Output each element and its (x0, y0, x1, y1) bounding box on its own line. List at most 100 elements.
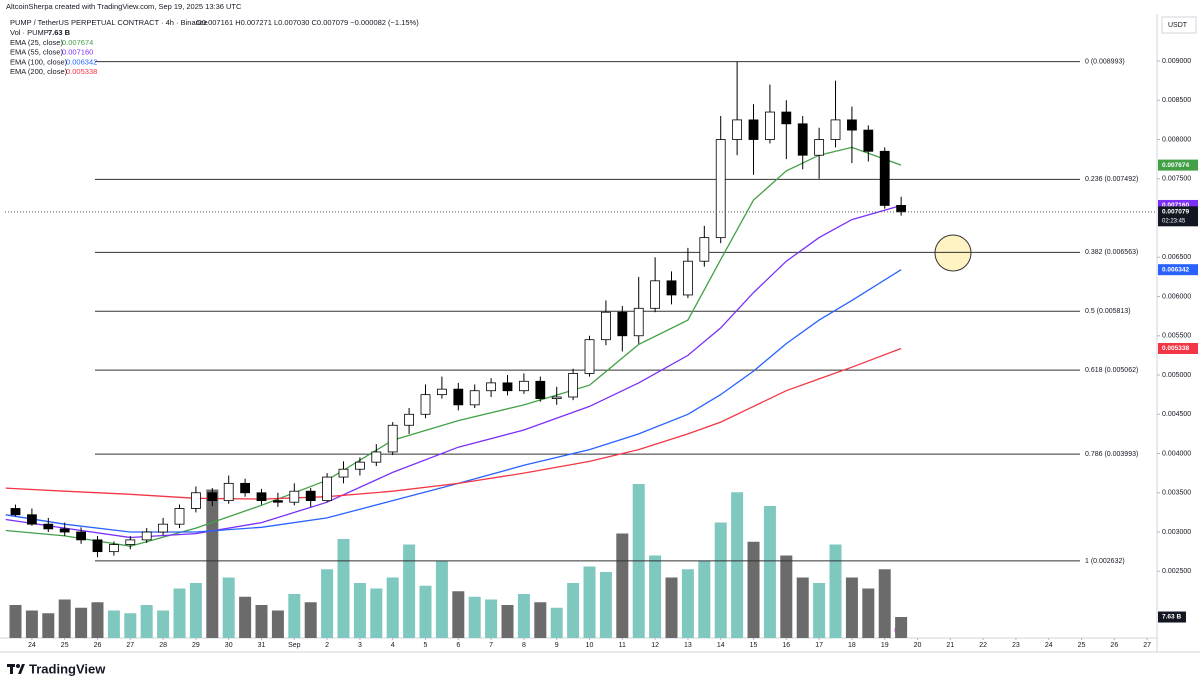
candle-body (289, 490, 300, 503)
last-price-badge (1158, 206, 1198, 227)
candle-body (896, 204, 907, 213)
candle-body (715, 139, 726, 239)
volume-bar (370, 588, 383, 638)
legend-value: 0.006342 (66, 57, 97, 66)
volume-badge-label: 7.63 B (1162, 614, 1181, 621)
candle-body (207, 492, 218, 502)
volume-bar (501, 605, 514, 638)
volume-bar (321, 569, 334, 638)
candle-body (305, 490, 316, 502)
x-tick-label: 5 (424, 642, 428, 649)
volume-bar (304, 602, 317, 638)
candle-body (322, 476, 333, 502)
candle-body (847, 119, 857, 131)
volume-bar (796, 577, 809, 638)
x-tick-label: 29 (192, 642, 200, 649)
ema-badge-label: 0.007160 (1162, 202, 1189, 209)
x-tick-label: 31 (258, 642, 266, 649)
candle-body (273, 500, 283, 503)
x-tick-label: 25 (61, 642, 69, 649)
volume-bar (550, 607, 563, 638)
x-tick-label: 30 (225, 642, 233, 649)
volume-bar (271, 610, 284, 638)
volume-bar (583, 566, 596, 638)
x-tick-label: 25 (1078, 642, 1086, 649)
candle-body (601, 311, 611, 341)
y-tick-label: 0.007500 (1162, 176, 1191, 183)
candle-body (650, 280, 661, 309)
ema-badge (1158, 264, 1198, 276)
volume-bar (468, 596, 481, 638)
volume-bar (485, 599, 498, 638)
x-tick-label: 15 (750, 642, 758, 649)
volume-title: Vol · PUMP (10, 28, 49, 37)
volume-bar (780, 555, 793, 638)
volume-bar (517, 594, 530, 638)
candle-body (879, 150, 890, 206)
volume-bar (75, 607, 88, 638)
volume-bar (107, 610, 120, 638)
credit: AltcoinSherpa created with TradingView.c… (6, 2, 242, 11)
volume-bar (288, 594, 301, 638)
x-tick-label: 7 (489, 642, 493, 649)
candle-body (551, 396, 562, 399)
candle-body (519, 380, 529, 392)
x-tick-label: 27 (1143, 642, 1151, 649)
candle-body (732, 119, 743, 140)
y-tick-label: 0.006000 (1162, 293, 1191, 300)
volume-bar (386, 577, 399, 638)
candle-body (420, 394, 431, 415)
x-tick-label: 26 (1110, 642, 1118, 649)
candle-body (765, 111, 775, 140)
legend-value: 0.005338 (66, 67, 97, 76)
volume-bar (206, 489, 219, 638)
x-tick-label: 9 (555, 642, 559, 649)
candle-body (10, 508, 21, 516)
candle-body (683, 260, 693, 296)
currency: USDT (1168, 22, 1188, 29)
fib-label: 0.786 (0.003993) (1085, 451, 1138, 458)
volume-bar (140, 605, 153, 638)
last-price-label: 0.007079 (1162, 209, 1189, 216)
volume-bar (665, 577, 678, 638)
countdown: 02:23:45 (1162, 218, 1186, 224)
y-tick-label: 0.005000 (1162, 372, 1191, 379)
x-tick-label: 17 (815, 642, 823, 649)
legend-value: 0.007160 (62, 48, 93, 57)
candle-body (59, 528, 70, 533)
volume-bar (681, 569, 694, 638)
volume-bar (878, 569, 891, 638)
volume-bar (239, 596, 252, 638)
y-tick-label: 0.009000 (1162, 58, 1191, 65)
x-tick-label: 2 (325, 642, 329, 649)
logo-part (16, 664, 20, 668)
y-tick-label: 0.005500 (1162, 333, 1191, 340)
ema-badge-label: 0.005338 (1162, 345, 1189, 352)
candle-body (108, 544, 119, 553)
legend-name: EMA (100, close) (10, 57, 68, 66)
volume-bar (731, 492, 744, 638)
volume-bar (42, 613, 55, 638)
ema-badge-label: 0.007674 (1162, 162, 1189, 169)
y-tick-label: 0.008500 (1162, 97, 1191, 104)
candle-body (633, 307, 644, 337)
candle-body (223, 482, 234, 502)
fib-label: 0 (0.008993) (1085, 58, 1125, 65)
candle-body (76, 531, 86, 541)
y-tick-label: 0.003000 (1162, 529, 1191, 536)
y-tick-label: 0.006500 (1162, 254, 1191, 261)
x-tick-label: 18 (848, 642, 856, 649)
candle-body (437, 388, 447, 396)
volume-bar (862, 588, 875, 638)
fib-label: 0.5 (0.005813) (1085, 308, 1131, 315)
candle-body (256, 492, 267, 502)
logo-part (10, 664, 13, 674)
logo-part (18, 664, 25, 674)
volume-bar (189, 583, 202, 638)
volume-bar (91, 602, 104, 638)
candle-body (158, 523, 169, 533)
annotation-circle (934, 234, 972, 272)
x-tick-label: 14 (717, 642, 725, 649)
volume-bar (337, 539, 350, 638)
candle-body (141, 531, 152, 541)
